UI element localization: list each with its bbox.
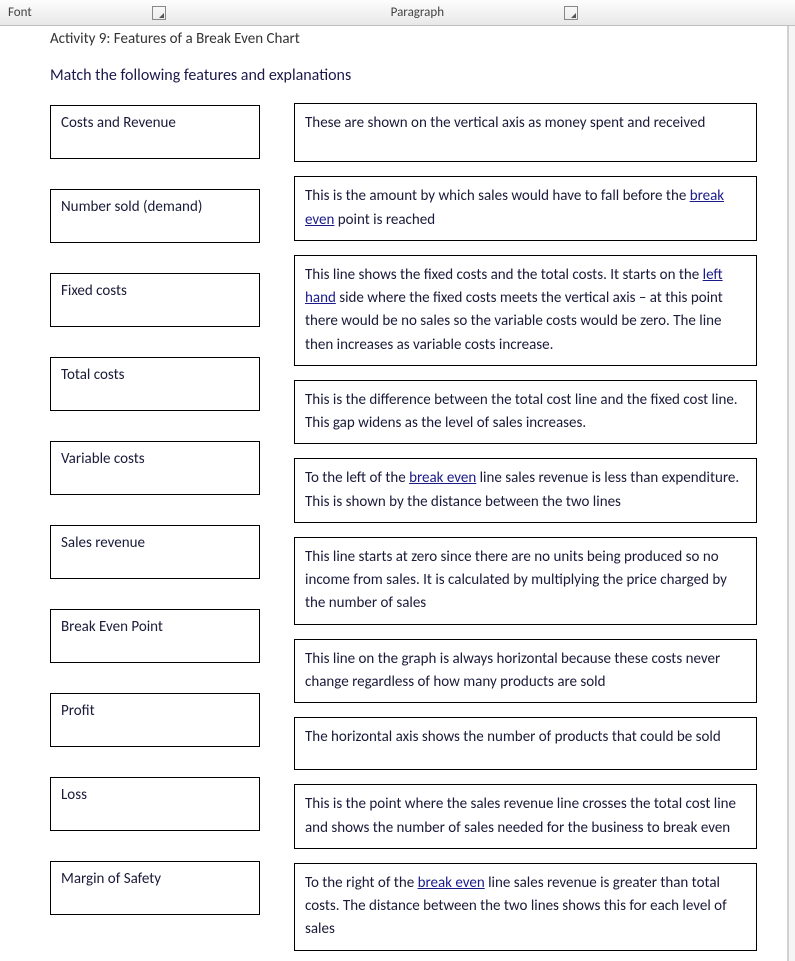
term-box[interactable]: Margin of Safety	[50, 861, 260, 915]
explanations-column: These are shown on the vertical axis as …	[294, 103, 757, 951]
term-box[interactable]: Profit	[50, 693, 260, 747]
expl-text: point is reached	[334, 211, 435, 229]
underlined-term: break even	[418, 874, 485, 892]
expl-text: These are shown on the vertical axis as …	[305, 114, 705, 132]
ribbon-bar: Font Paragraph	[0, 0, 795, 26]
explanation-box[interactable]: This is the amount by which sales would …	[294, 176, 757, 241]
expl-text: To the left of the	[305, 469, 409, 487]
explanation-box[interactable]: This line shows the fixed costs and the …	[294, 255, 757, 366]
explanation-box[interactable]: To the left of the break even line sales…	[294, 458, 757, 523]
ribbon-group-font: Font	[0, 0, 174, 25]
activity-title: Activity 9: Features of a Break Even Cha…	[50, 30, 757, 48]
expl-text: This line on the graph is always horizon…	[305, 650, 720, 691]
document-page: Activity 9: Features of a Break Even Cha…	[0, 26, 789, 961]
expl-text: To the right of the	[305, 874, 418, 892]
term-box[interactable]: Loss	[50, 777, 260, 831]
term-box[interactable]: Number sold (demand)	[50, 189, 260, 243]
expl-text: This is the point where the sales revenu…	[305, 795, 736, 836]
expl-text: This line starts at zero since there are…	[305, 548, 727, 613]
ribbon-label-paragraph: Paragraph	[391, 5, 444, 20]
explanation-box[interactable]: These are shown on the vertical axis as …	[294, 103, 757, 162]
term-box[interactable]: Variable costs	[50, 441, 260, 495]
expl-text: side where the fixed costs meets the ver…	[305, 289, 723, 354]
ribbon-group-paragraph: Paragraph	[383, 0, 586, 25]
term-box[interactable]: Costs and Revenue	[50, 105, 260, 159]
term-box[interactable]: Total costs	[50, 357, 260, 411]
expl-text: This line shows the fixed costs and the …	[305, 266, 703, 284]
term-box[interactable]: Fixed costs	[50, 273, 260, 327]
term-box[interactable]: Break Even Point	[50, 609, 260, 663]
explanation-box[interactable]: This line starts at zero since there are…	[294, 537, 757, 625]
instruction-text: Match the following features and explana…	[50, 66, 757, 85]
expl-text: This is the difference between the total…	[305, 391, 738, 432]
explanation-box[interactable]: This is the difference between the total…	[294, 380, 757, 445]
terms-column: Costs and Revenue Number sold (demand) F…	[50, 103, 260, 951]
explanation-box[interactable]: This line on the graph is always horizon…	[294, 639, 757, 704]
ribbon-label-font: Font	[8, 5, 32, 20]
paragraph-dialog-launcher-icon[interactable]	[564, 6, 578, 20]
term-box[interactable]: Sales revenue	[50, 525, 260, 579]
explanation-box[interactable]: This is the point where the sales revenu…	[294, 784, 757, 849]
explanation-box[interactable]: To the right of the break even line sale…	[294, 863, 757, 951]
expl-text: The horizontal axis shows the number of …	[305, 728, 721, 746]
expl-text: This is the amount by which sales would …	[305, 187, 690, 205]
font-dialog-launcher-icon[interactable]	[152, 6, 166, 20]
matching-grid: Costs and Revenue Number sold (demand) F…	[50, 103, 757, 951]
underlined-term: break even	[409, 469, 476, 487]
explanation-box[interactable]: The horizontal axis shows the number of …	[294, 717, 757, 770]
